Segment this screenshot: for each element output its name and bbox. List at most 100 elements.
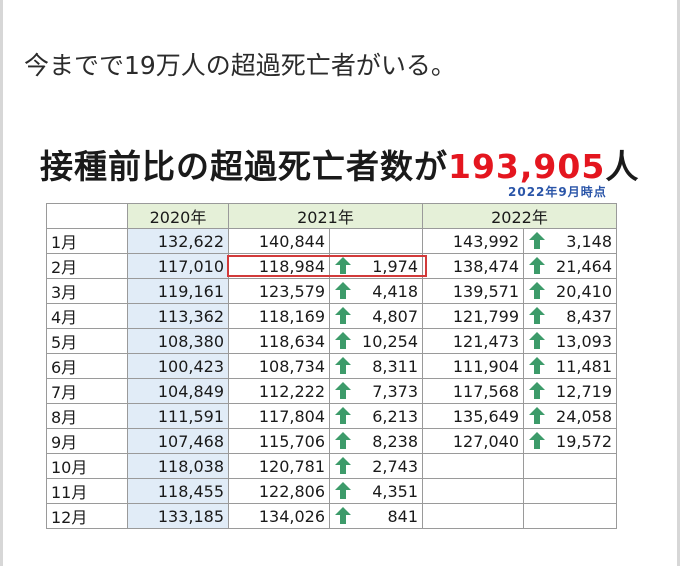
month-cell-value: 6月 (51, 358, 78, 377)
header-2020: 2020年 (127, 203, 229, 229)
table-row: 8月 111,591 117,804 6,213 135,649 24,058 (46, 403, 617, 429)
headline-prefix: 接種前比の超過死亡者数が (40, 147, 448, 186)
value-2022-cell: 135,649 (422, 403, 524, 429)
diff-2021-cell-value: 4,807 (372, 306, 418, 326)
table-row: 7月 104,849 112,222 7,373 117,568 12,719 (46, 378, 617, 404)
diff-2022-cell (523, 503, 617, 529)
table-row: 3月 119,161 123,579 4,418 139,571 20,410 (46, 278, 617, 304)
month-cell-value: 12月 (51, 508, 88, 527)
value-2020-cell-value: 104,849 (157, 381, 224, 401)
diff-2022-cell: 12,719 (523, 378, 617, 404)
up-arrow-icon (529, 282, 545, 299)
diff-2021-cell: 4,807 (329, 303, 423, 329)
up-arrow-icon (529, 357, 545, 374)
up-arrow-icon (335, 332, 351, 349)
value-2021-cell-value: 115,706 (258, 431, 325, 451)
diff-2021-cell: 4,351 (329, 478, 423, 504)
diff-2021-cell-value: 4,351 (372, 481, 418, 501)
up-arrow-icon (335, 257, 351, 274)
value-2022-cell: 138,474 (422, 253, 524, 279)
diff-2021-cell-value: 841 (387, 506, 418, 526)
value-2021-cell: 134,026 (228, 503, 330, 529)
table-header-row: 2020年 2021年 2022年 (46, 203, 617, 229)
value-2022-cell-value: 139,571 (452, 281, 519, 301)
diff-2021-cell: 841 (329, 503, 423, 529)
value-2021-cell: 120,781 (228, 453, 330, 479)
value-2021-cell: 118,984 (228, 253, 330, 279)
value-2020-cell: 118,455 (127, 478, 229, 504)
month-cell: 9月 (46, 428, 128, 454)
table-row: 10月 118,038 120,781 2,743 (46, 453, 617, 479)
value-2022-cell-value: 138,474 (452, 256, 519, 276)
value-2020-cell-value: 108,380 (157, 331, 224, 351)
value-2021-cell-value: 122,806 (258, 481, 325, 501)
month-cell-value: 7月 (51, 383, 78, 402)
up-arrow-icon (335, 407, 351, 424)
up-arrow-icon (529, 432, 545, 449)
table-row: 5月 108,380 118,634 10,254 121,473 13,093 (46, 328, 617, 354)
value-2021-cell: 112,222 (228, 378, 330, 404)
up-arrow-icon (335, 307, 351, 324)
diff-2021-cell-value: 10,254 (362, 331, 418, 351)
value-2020-cell-value: 100,423 (157, 356, 224, 376)
diff-2022-cell: 24,058 (523, 403, 617, 429)
value-2020-cell-value: 119,161 (157, 281, 224, 301)
value-2020-cell: 113,362 (127, 303, 229, 329)
diff-2021-cell-value: 6,213 (372, 406, 418, 426)
up-arrow-icon (529, 407, 545, 424)
value-2020-cell: 111,591 (127, 403, 229, 429)
value-2022-cell-value: 121,473 (452, 331, 519, 351)
diff-2022-cell-value: 11,481 (556, 356, 612, 376)
diff-2021-cell-value: 8,311 (372, 356, 418, 376)
diff-2022-cell: 21,464 (523, 253, 617, 279)
diff-2021-cell-value: 2,743 (372, 456, 418, 476)
value-2021-cell-value: 117,804 (258, 406, 325, 426)
diff-2022-cell: 3,148 (523, 228, 617, 254)
value-2022-cell-value: 121,799 (452, 306, 519, 326)
value-2022-cell: 127,040 (422, 428, 524, 454)
header-2022: 2022年 (422, 203, 617, 229)
diff-2022-cell-value: 8,437 (566, 306, 612, 326)
month-cell-value: 5月 (51, 333, 78, 352)
value-2021-cell-value: 140,844 (258, 231, 325, 251)
month-cell: 8月 (46, 403, 128, 429)
value-2020-cell: 118,038 (127, 453, 229, 479)
month-cell: 4月 (46, 303, 128, 329)
month-cell: 11月 (46, 478, 128, 504)
card-right-border (677, 0, 680, 566)
diff-2021-cell: 6,213 (329, 403, 423, 429)
table-row: 9月 107,468 115,706 8,238 127,040 19,572 (46, 428, 617, 454)
card-left-border (0, 0, 3, 566)
value-2021-cell: 122,806 (228, 478, 330, 504)
value-2020-cell-value: 133,185 (157, 506, 224, 526)
diff-2021-cell-value: 8,238 (372, 431, 418, 451)
diff-2022-cell (523, 478, 617, 504)
diff-2021-cell: 8,311 (329, 353, 423, 379)
diff-2022-cell-value: 13,093 (556, 331, 612, 351)
value-2022-cell (422, 453, 524, 479)
month-cell-value: 8月 (51, 408, 78, 427)
diff-2022-cell: 11,481 (523, 353, 617, 379)
value-2021-cell-value: 108,734 (258, 356, 325, 376)
month-cell-value: 2月 (51, 258, 78, 277)
up-arrow-icon (335, 282, 351, 299)
diff-2022-cell: 19,572 (523, 428, 617, 454)
value-2022-cell-value: 111,904 (452, 356, 519, 376)
diff-2022-cell-value: 21,464 (556, 256, 612, 276)
value-2021-cell-value: 123,579 (258, 281, 325, 301)
diff-2022-cell: 8,437 (523, 303, 617, 329)
value-2022-cell-value: 117,568 (452, 381, 519, 401)
diff-2021-cell: 8,238 (329, 428, 423, 454)
header-2021: 2021年 (228, 203, 423, 229)
value-2022-cell: 121,799 (422, 303, 524, 329)
post-caption: 今までで19万人の超過死亡者がいる。 (24, 51, 456, 80)
month-cell: 7月 (46, 378, 128, 404)
table-row: 2月 117,010 118,984 1,974 138,474 21,464 (46, 253, 617, 279)
value-2022-cell-value: 135,649 (452, 406, 519, 426)
month-cell-value: 11月 (51, 483, 88, 502)
value-2020-cell: 100,423 (127, 353, 229, 379)
header-blank (46, 203, 128, 229)
value-2020-cell: 119,161 (127, 278, 229, 304)
value-2022-cell: 111,904 (422, 353, 524, 379)
